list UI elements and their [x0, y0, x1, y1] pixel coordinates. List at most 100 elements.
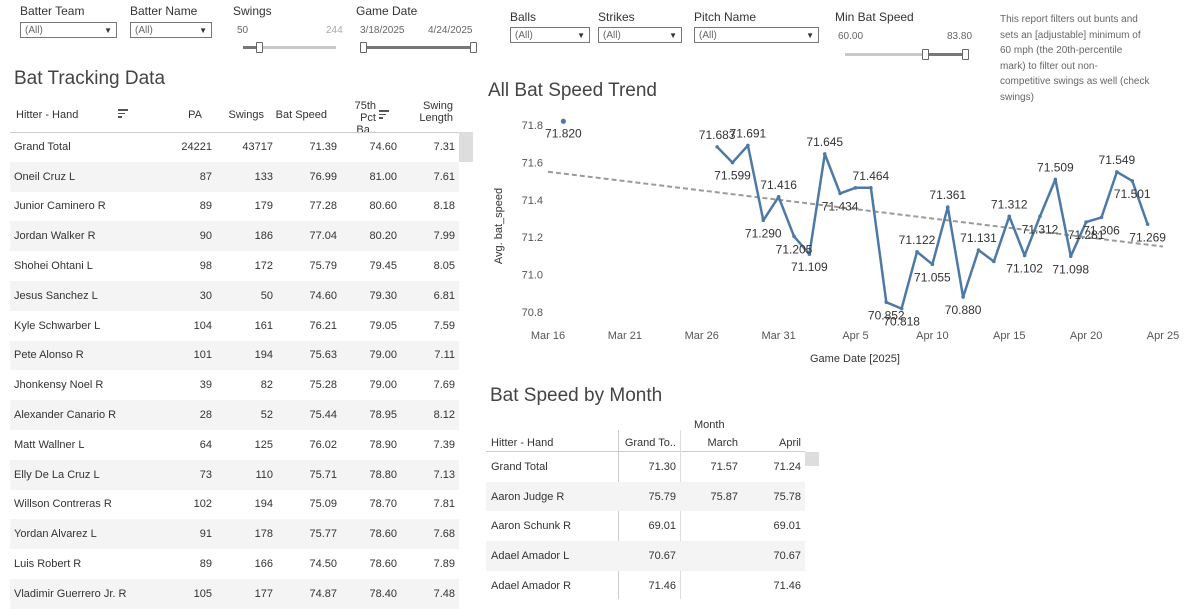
table-row[interactable]: Pete Alonso R 101 194 75.63 79.00 7.11 [10, 340, 459, 371]
value-cell: 79.45 [369, 260, 397, 273]
value-cell: 125 [254, 438, 273, 451]
col-header-hitter[interactable]: Hitter - Hand [491, 437, 554, 449]
data-point [992, 259, 996, 264]
balls-dropdown[interactable]: (All) ▼ [510, 27, 590, 43]
filter-label: Batter Team [20, 4, 85, 18]
value-cell: 43717 [242, 140, 273, 153]
value-cell: 7.39 [433, 438, 455, 451]
data-point [884, 300, 889, 305]
col-header-75th-pct[interactable]: 75th Pct Ba.. [338, 100, 376, 136]
value-cell: 7.69 [433, 379, 455, 392]
dropdown-value: (All) [515, 30, 533, 41]
value-cell: 75.28 [309, 379, 337, 392]
table-row[interactable]: Willson Contreras R 102 194 75.09 78.70 7.81 [10, 490, 459, 520]
value-cell: 74.50 [309, 558, 337, 571]
date-end-value: 4/24/2025 [428, 25, 473, 36]
value-cell: 75.09 [309, 498, 337, 511]
table-row[interactable]: Adael Amador L 70.67 70.67 [486, 541, 805, 571]
header-line: Pct Ba.. [356, 112, 376, 136]
dropdown-value: (All) [603, 30, 621, 41]
date-slider-end-handle[interactable] [470, 42, 477, 53]
table-row[interactable]: Junior Caminero R 89 179 77.28 80.60 8.18 [10, 192, 459, 222]
value-cell: 78.70 [369, 498, 397, 511]
col-header-swings[interactable]: Swings [228, 109, 264, 121]
table-row[interactable]: Elly De La Cruz L 73 110 75.71 78.80 7.13 [10, 459, 459, 490]
value-cell: 71.57 [710, 461, 738, 473]
grand-total-row[interactable]: Grand Total 71.30 71.57 71.24 [486, 452, 805, 482]
y-tick-label: 71.8 [522, 120, 543, 132]
table-row[interactable]: Jesus Sanchez L 30 50 74.60 79.30 6.81 [10, 280, 459, 311]
col-header-bat-speed[interactable]: Bat Speed [275, 109, 327, 121]
table-row[interactable]: Alexander Canario R 28 52 75.44 78.95 8.12 [10, 400, 459, 430]
value-cell: 24221 [181, 140, 212, 153]
data-label: 71.549 [1099, 153, 1136, 167]
table-row[interactable]: Kyle Schwarber L 104 161 76.21 79.05 7.59 [10, 311, 459, 341]
value-cell: 7.89 [433, 558, 455, 571]
data-point [822, 152, 827, 156]
batter-team-dropdown[interactable]: (All) ▼ [20, 22, 117, 38]
bat-speed-slider-end-handle[interactable] [962, 49, 969, 60]
sort-icon[interactable] [379, 110, 389, 119]
data-label: 71.205 [776, 242, 813, 256]
swings-slider-handle[interactable] [256, 42, 263, 53]
table-row[interactable]: Luis Robert R 89 166 74.50 78.60 7.89 [10, 549, 459, 579]
value-cell: 76.21 [309, 319, 337, 332]
dropdown-arrow-icon: ▼ [104, 26, 112, 35]
date-slider-start-handle[interactable] [360, 42, 367, 53]
data-point [560, 118, 566, 124]
data-label: 70.880 [945, 303, 982, 317]
x-tick-label: Apr 5 [842, 330, 868, 342]
table-row[interactable]: Shohei Ohtani L 98 172 75.79 79.45 8.05 [10, 251, 459, 281]
table-row[interactable]: Matt Wallner L 64 125 76.02 78.90 7.39 [10, 430, 459, 460]
table-row[interactable]: Jhonkensy Noel R 39 82 75.28 79.00 7.69 [10, 370, 459, 400]
hitter-cell: Aaron Schunk R [491, 520, 572, 533]
scrollbar-thumb[interactable] [805, 452, 819, 466]
grand-total-row[interactable]: Grand Total 24221 43717 71.39 74.60 7.31 [10, 132, 459, 162]
col-header-grand-total[interactable]: Grand To.. [624, 437, 676, 449]
table-row[interactable]: Yordan Alvarez L 91 178 75.77 78.60 7.68 [10, 519, 459, 550]
date-slider-track[interactable] [362, 46, 476, 49]
table-row[interactable]: Jordan Walker R 90 186 77.04 80.20 7.99 [10, 221, 459, 252]
value-cell: 79.00 [369, 379, 397, 392]
value-cell: 186 [216, 221, 277, 252]
hitter-cell: Pete Alonso R [10, 340, 150, 371]
value-cell: 101 [150, 340, 216, 371]
value-cell: 39 [199, 379, 212, 392]
bat-speed-slider-handle[interactable] [922, 49, 929, 60]
value-cell: 90 [150, 221, 216, 252]
data-point [746, 143, 750, 148]
data-label: 71.269 [1129, 230, 1166, 244]
filter-label: Strikes [598, 10, 635, 24]
y-axis-title-wrapper: Avg. bat_speed [490, 182, 510, 272]
strikes-dropdown[interactable]: (All) ▼ [598, 27, 682, 43]
sort-icon[interactable] [118, 109, 128, 118]
swings-slider-track[interactable] [243, 46, 336, 49]
value-cell: 8.12 [401, 400, 459, 430]
table-row[interactable]: Adael Amador R 71.46 71.46 [486, 571, 805, 601]
table-row[interactable]: Aaron Judge R 75.79 75.87 75.78 [486, 481, 805, 512]
hitter-cell: Adael Amador R [491, 579, 572, 592]
data-point [807, 252, 812, 257]
hitter-cell: Grand Total [491, 461, 548, 473]
col-header-pa[interactable]: PA [188, 109, 202, 121]
col-header-march[interactable]: March [707, 437, 738, 449]
x-tick-label: Mar 31 [762, 330, 796, 342]
pitch-name-dropdown[interactable]: (All) ▼ [694, 27, 819, 43]
scrollbar-thumb[interactable] [459, 132, 473, 162]
table-row[interactable]: Aaron Schunk R 69.01 69.01 [486, 511, 805, 541]
col-header-swing-length[interactable]: Swing Length [419, 100, 453, 124]
hitter-cell: Kyle Schwarber L [14, 319, 101, 332]
table-row[interactable]: Oneil Cruz L 87 133 76.99 81.00 7.61 [10, 161, 459, 192]
data-point [1068, 254, 1073, 259]
data-label: 71.820 [545, 126, 582, 140]
note-line: 60 mph (the 20th-percentile [1000, 45, 1123, 56]
value-cell: 7.11 [401, 340, 459, 371]
col-header-hitter[interactable]: Hitter - Hand [16, 109, 79, 121]
bat-speed-slider-track[interactable] [845, 53, 967, 56]
data-label: 71.122 [899, 233, 936, 247]
hitter-cell: Jhonkensy Noel R [14, 379, 104, 392]
col-header-april[interactable]: April [778, 437, 801, 449]
batter-name-dropdown[interactable]: (All) ▼ [130, 22, 212, 38]
value-cell: 7.99 [401, 221, 459, 252]
data-label: 71.312 [1022, 222, 1059, 236]
